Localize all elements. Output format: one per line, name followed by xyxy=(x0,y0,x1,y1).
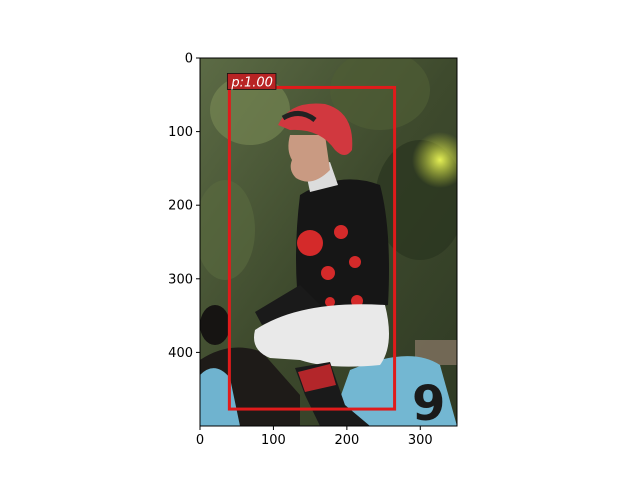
x-tick-label: 100 xyxy=(261,433,286,448)
sunlit-leaves xyxy=(412,132,457,188)
jockey-silks xyxy=(296,179,389,318)
y-axis: 0 100 200 300 400 xyxy=(168,52,200,361)
x-tick-label: 200 xyxy=(334,433,359,448)
x-tick-label: 0 xyxy=(196,433,204,448)
y-tick-label: 100 xyxy=(168,125,193,140)
y-tick-label: 0 xyxy=(185,52,193,67)
y-tick-label: 200 xyxy=(168,199,193,214)
goggles xyxy=(281,111,317,123)
saddle-cloth-number: 9 xyxy=(412,376,445,432)
detection-label-background xyxy=(226,73,277,90)
jockey-face xyxy=(288,135,330,182)
axes-frame xyxy=(199,57,458,427)
jockey-helmet xyxy=(278,103,353,155)
x-tick-label: 300 xyxy=(408,433,433,448)
y-tick-label: 400 xyxy=(168,346,193,361)
white-breeches xyxy=(254,304,389,367)
x-axis: 0 100 200 300 xyxy=(196,426,433,448)
detection-label: p:1.00 xyxy=(230,75,273,90)
detection-box xyxy=(227,85,397,411)
y-tick-label: 300 xyxy=(168,272,193,287)
jockey-photo: 9 xyxy=(200,58,457,432)
